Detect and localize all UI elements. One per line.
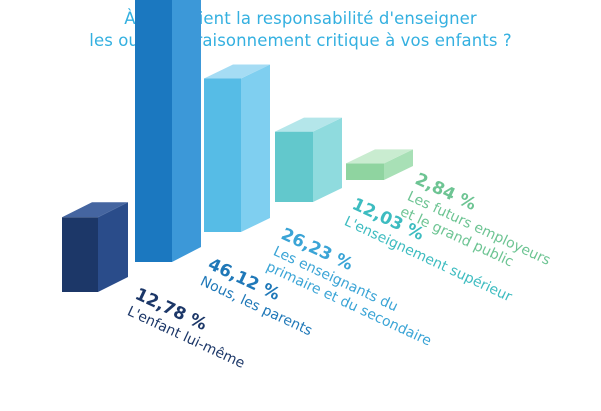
bar-front-face	[135, 0, 172, 262]
bar-front-face	[62, 217, 98, 292]
bar-top-face	[275, 117, 342, 132]
title-line-1: À qui revient la responsabilité d'enseig…	[124, 9, 477, 28]
bar-side-face	[313, 117, 342, 202]
bar-side-face	[172, 0, 201, 262]
bar-3	[204, 64, 270, 232]
bar-2	[135, 0, 201, 262]
bar-side-face	[241, 64, 270, 232]
bar-front-face	[346, 163, 384, 180]
bar-1	[62, 202, 128, 292]
bar-top-face	[204, 64, 270, 79]
bar-top-face	[62, 202, 128, 218]
bar-front-face	[275, 131, 313, 202]
bar-side-face	[98, 202, 128, 292]
bar-top-face	[346, 149, 413, 164]
category-label: primaire et du secondaire	[264, 259, 434, 350]
bar-front-face	[204, 78, 241, 232]
bar-side-face	[384, 149, 413, 180]
bar-5	[346, 149, 413, 180]
bar-4	[275, 117, 342, 202]
